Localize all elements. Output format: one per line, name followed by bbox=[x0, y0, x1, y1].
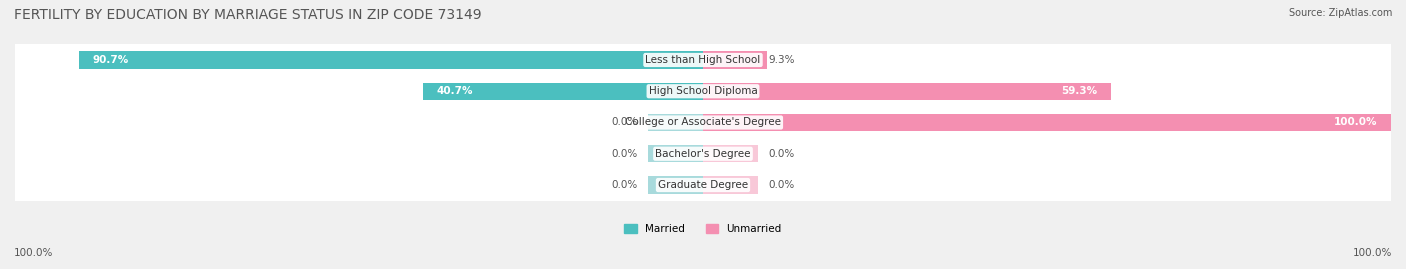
Text: FERTILITY BY EDUCATION BY MARRIAGE STATUS IN ZIP CODE 73149: FERTILITY BY EDUCATION BY MARRIAGE STATU… bbox=[14, 8, 482, 22]
Text: High School Diploma: High School Diploma bbox=[648, 86, 758, 96]
Text: 0.0%: 0.0% bbox=[768, 149, 794, 159]
Text: Source: ZipAtlas.com: Source: ZipAtlas.com bbox=[1288, 8, 1392, 18]
Text: 0.0%: 0.0% bbox=[612, 149, 638, 159]
Bar bbox=[79, 51, 703, 69]
Bar bbox=[648, 176, 703, 194]
Bar bbox=[15, 44, 1391, 76]
Text: 100.0%: 100.0% bbox=[14, 248, 53, 258]
Bar bbox=[648, 114, 703, 131]
Text: 0.0%: 0.0% bbox=[768, 180, 794, 190]
Bar bbox=[15, 138, 1391, 169]
Text: Graduate Degree: Graduate Degree bbox=[658, 180, 748, 190]
Text: 100.0%: 100.0% bbox=[1334, 118, 1378, 128]
Text: Bachelor's Degree: Bachelor's Degree bbox=[655, 149, 751, 159]
Text: Less than High School: Less than High School bbox=[645, 55, 761, 65]
Text: 90.7%: 90.7% bbox=[93, 55, 129, 65]
Text: 100.0%: 100.0% bbox=[1353, 248, 1392, 258]
Bar bbox=[648, 145, 703, 162]
Bar bbox=[703, 51, 768, 69]
Legend: Married, Unmarried: Married, Unmarried bbox=[624, 224, 782, 234]
Text: 59.3%: 59.3% bbox=[1062, 86, 1097, 96]
Text: 0.0%: 0.0% bbox=[612, 118, 638, 128]
Bar bbox=[703, 145, 758, 162]
Bar bbox=[15, 169, 1391, 201]
Bar bbox=[15, 76, 1391, 107]
Bar bbox=[15, 107, 1391, 138]
Bar bbox=[703, 83, 1111, 100]
Bar bbox=[703, 114, 1391, 131]
Text: College or Associate's Degree: College or Associate's Degree bbox=[626, 118, 780, 128]
Bar bbox=[703, 176, 758, 194]
Text: 9.3%: 9.3% bbox=[768, 55, 794, 65]
Text: 40.7%: 40.7% bbox=[437, 86, 474, 96]
Bar bbox=[423, 83, 703, 100]
Text: 0.0%: 0.0% bbox=[612, 180, 638, 190]
